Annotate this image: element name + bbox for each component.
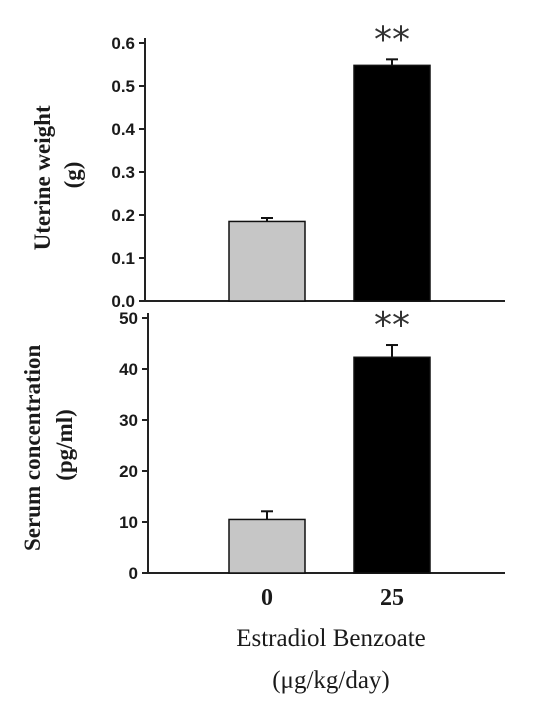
y-tick-label: 30	[119, 411, 138, 430]
y-tick-label: 0.4	[111, 120, 135, 139]
y-axis-label-line-1: Uterine weight	[30, 105, 55, 250]
y-tick-label: 0.1	[111, 249, 135, 268]
bar-0	[228, 220, 306, 302]
y-tick-label: 50	[119, 309, 138, 328]
y-tick-label: 10	[119, 513, 138, 532]
serum-concentration-panel: Serum concentration (pg/ml) 01020304050 …	[20, 305, 505, 583]
bar-25	[353, 356, 431, 574]
y-tick-label: 0.2	[111, 206, 135, 225]
y-tick-label: 0.6	[111, 34, 135, 53]
axes	[147, 313, 505, 574]
bar-25	[353, 64, 431, 302]
error-bars	[261, 58, 398, 222]
y-tick-label: 0.0	[111, 292, 135, 311]
significance-markers: **	[374, 19, 410, 60]
error-bars	[261, 344, 398, 520]
y-axis-label: Serum concentration (pg/ml)	[20, 339, 77, 551]
y-axis-label-line-2: (pg/ml)	[52, 409, 77, 481]
uterine-weight-panel: Uterine weight (g) 0.0 0.1 0.2 0.3 0.4 0.5 0.6…	[30, 19, 505, 311]
x-category-label: 25	[380, 585, 404, 611]
bars	[228, 356, 431, 574]
axes	[144, 38, 505, 302]
y-axis-label-line-2: (g)	[60, 162, 85, 189]
x-category-label: 0	[261, 585, 273, 611]
bar-0	[228, 518, 306, 574]
y-tick-label: 0.5	[111, 77, 135, 96]
x-axis: 0 25 Estradiol Benzoate (μg/kg/day)	[236, 585, 426, 694]
y-axis-label: Uterine weight (g)	[30, 100, 85, 251]
significance-marker: **	[374, 19, 410, 60]
significance-markers: **	[374, 305, 410, 346]
y-tick-label: 40	[119, 360, 138, 379]
y-tick-labels: 0 10 20 30 40 50	[119, 309, 148, 583]
x-axis-title-line-2: (μg/kg/day)	[272, 667, 390, 694]
significance-marker: **	[374, 305, 410, 346]
y-tick-label: 0	[129, 564, 138, 583]
x-axis-title-line-1: Estradiol Benzoate	[236, 625, 426, 652]
y-axis-label-line-1: Serum concentration	[20, 345, 45, 552]
y-tick-label: 20	[119, 462, 138, 481]
y-tick-label: 0.3	[111, 163, 135, 182]
